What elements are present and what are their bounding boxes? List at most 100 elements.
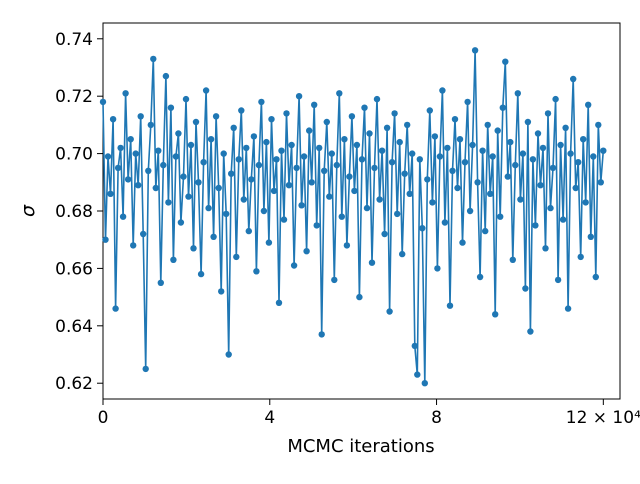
- data-point-marker: [562, 124, 569, 131]
- data-point-marker: [426, 107, 433, 114]
- data-point-marker: [429, 199, 436, 206]
- data-point-marker: [205, 204, 212, 212]
- y-tick-label: 0.68: [55, 202, 93, 222]
- data-point-marker: [564, 305, 572, 312]
- data-point-marker: [363, 204, 371, 212]
- data-point-marker: [102, 236, 109, 243]
- data-point-marker: [137, 113, 144, 120]
- data-point-marker: [130, 242, 137, 249]
- y-tick-label: 0.72: [55, 87, 93, 107]
- data-point-marker: [361, 104, 368, 111]
- data-point-marker: [253, 268, 260, 275]
- data-point-marker: [554, 276, 562, 284]
- data-point-marker: [474, 179, 481, 186]
- data-point-marker: [107, 190, 114, 197]
- data-point-marker: [471, 47, 479, 54]
- data-point-marker: [497, 213, 504, 220]
- data-point-marker: [238, 107, 245, 114]
- data-point-marker: [187, 141, 195, 149]
- data-point-marker: [202, 87, 210, 94]
- data-point-marker: [499, 104, 506, 111]
- data-point-marker: [527, 328, 534, 335]
- data-point-marker: [404, 121, 411, 129]
- data-point-marker: [489, 153, 496, 160]
- data-point-marker: [283, 110, 290, 117]
- data-point-marker: [104, 153, 112, 160]
- data-point-marker: [308, 179, 315, 186]
- data-point-marker: [552, 95, 559, 103]
- data-point-marker: [210, 233, 217, 240]
- data-point-marker: [233, 253, 240, 261]
- data-point-marker: [436, 153, 444, 160]
- data-point-marker: [207, 136, 215, 143]
- data-point-marker: [517, 196, 524, 203]
- data-point-marker: [135, 182, 142, 189]
- data-point-marker: [223, 210, 230, 218]
- data-point-marker: [479, 147, 486, 154]
- data-point-marker: [311, 101, 318, 109]
- data-point-marker: [140, 230, 147, 238]
- data-point-marker: [492, 311, 499, 318]
- data-point-marker: [185, 193, 192, 200]
- data-point-marker: [165, 199, 172, 206]
- data-point-marker: [162, 72, 170, 80]
- data-point-marker: [396, 138, 403, 146]
- data-point-marker: [215, 184, 222, 192]
- data-point-marker: [524, 118, 532, 126]
- data-point-marker: [273, 156, 280, 163]
- data-point-marker: [321, 167, 328, 174]
- data-point-marker: [212, 113, 220, 120]
- data-point-marker: [464, 98, 471, 106]
- data-point-marker: [557, 141, 564, 149]
- data-point-marker: [328, 150, 335, 157]
- data-point-marker: [456, 136, 464, 143]
- data-point-marker: [218, 288, 225, 295]
- data-point-marker: [461, 159, 469, 166]
- y-axis-label: σ: [17, 204, 39, 217]
- data-point-marker: [484, 121, 491, 129]
- data-point-marker: [263, 138, 270, 146]
- data-point-marker: [572, 184, 579, 192]
- data-point-marker: [411, 342, 418, 350]
- data-point-marker: [220, 150, 227, 157]
- data-point-marker: [590, 153, 597, 160]
- data-point-marker: [150, 55, 157, 63]
- data-point-marker: [567, 150, 574, 157]
- data-point-marker: [341, 136, 348, 143]
- data-point-marker: [358, 156, 366, 163]
- data-point-marker: [142, 365, 149, 373]
- data-point-marker: [509, 256, 516, 263]
- data-point-marker: [192, 118, 200, 126]
- data-point-marker: [343, 242, 351, 249]
- data-point-marker: [157, 279, 164, 286]
- data-point-marker: [326, 193, 333, 200]
- data-point-marker: [230, 124, 237, 131]
- data-point-marker: [587, 233, 594, 240]
- data-point-marker: [434, 265, 441, 272]
- data-point-marker: [532, 222, 539, 229]
- data-point-marker: [303, 248, 310, 255]
- data-point-marker: [439, 87, 446, 94]
- y-tick-label: 0.62: [55, 374, 93, 394]
- data-point-marker: [127, 136, 134, 143]
- data-point-marker: [145, 167, 152, 174]
- data-point-marker: [109, 116, 117, 123]
- data-point-marker: [595, 121, 602, 129]
- data-point-marker: [414, 371, 421, 378]
- data-point-marker: [597, 179, 604, 186]
- data-point-marker: [225, 351, 232, 358]
- data-point-marker: [585, 101, 592, 109]
- data-point-marker: [170, 256, 177, 263]
- data-point-marker: [346, 173, 353, 180]
- data-point-marker: [175, 130, 182, 137]
- data-point-marker: [155, 147, 162, 154]
- data-point-marker: [280, 216, 288, 223]
- data-point-marker: [248, 176, 255, 183]
- data-point-marker: [180, 173, 187, 180]
- data-point-marker: [336, 90, 343, 97]
- data-point-marker: [424, 176, 431, 183]
- data-point-marker: [195, 179, 202, 186]
- data-point-marker: [504, 173, 511, 180]
- data-point-marker: [152, 184, 159, 192]
